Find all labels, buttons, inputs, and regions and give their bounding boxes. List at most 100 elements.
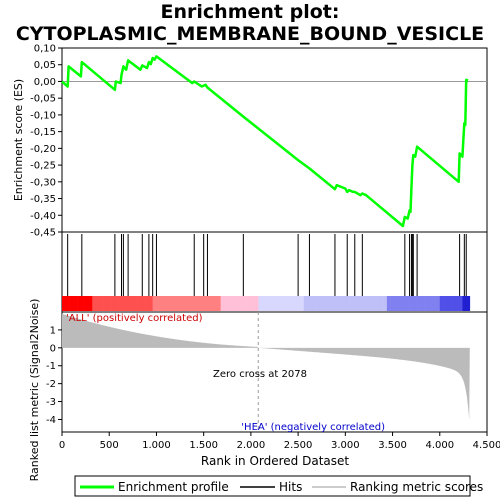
heat-bar-segment [103, 296, 108, 311]
es-y-tick-label: 0,00 [34, 77, 56, 88]
es-y-tick-label: -0,10 [30, 110, 56, 121]
heat-bar-segment [175, 296, 180, 311]
heat-bar-segment [451, 296, 456, 311]
es-y-axis-label: Enrichment score (ES) [12, 79, 25, 201]
heat-bar-segment [311, 296, 316, 311]
hits-panel [61, 231, 488, 313]
x-tick-label: 1.500 [189, 440, 218, 451]
heat-bar-segment [466, 296, 471, 311]
heat-bar-segment [205, 296, 210, 311]
metric-y-tick-label: -2 [46, 379, 56, 390]
heat-bar-segment [216, 296, 221, 311]
heat-bar-segment [443, 296, 448, 311]
heat-bar-segment [436, 296, 441, 311]
es-y-tick-label: 0,10 [34, 44, 56, 55]
heat-bar-segment [99, 296, 104, 311]
heat-bar-segment [122, 296, 127, 311]
heat-bar-segment [432, 296, 437, 311]
heat-bar-segment [288, 296, 293, 311]
legend-ranking-label: Ranking metric scores [350, 480, 483, 494]
ranked-metric-panel: 1 0 -1 -2 -3 -4 'ALL' (positively correlated)… [28, 299, 488, 482]
legend-frame [74, 475, 471, 497]
heat-bar-segment [220, 296, 225, 311]
heat-bar-segment [62, 296, 67, 311]
heat-bar-segment [152, 296, 157, 311]
heat-bar-segment [179, 296, 184, 311]
legend: Enrichment profile Hits Ranking metric s… [74, 475, 483, 497]
es-y-ticks: 0,10 0,05 0,00 -0,05 -0,10 -0,15 -0,20 -0,25 -0,… [30, 44, 62, 239]
heat-bar-segment [243, 296, 248, 311]
heat-bar-segment [254, 296, 259, 311]
heat-bar-segment [390, 296, 395, 311]
heat-bar-segment [156, 296, 161, 311]
heat-bar-segment [114, 296, 119, 311]
heat-bar-segment [428, 296, 433, 311]
x-tick-label: 3.000 [331, 440, 360, 451]
heat-bar-segment [224, 296, 229, 311]
heat-bar-segment [341, 296, 346, 311]
heat-bar-segment [303, 296, 308, 311]
heat-bar-segment [296, 296, 301, 311]
heat-bar-segment [277, 296, 282, 311]
heat-bar-segment [73, 296, 78, 311]
heat-bar-segment [182, 296, 187, 311]
heat-bar-segment [454, 296, 459, 311]
metric-y-tick-label: -3 [46, 397, 56, 408]
heat-bar-segment [126, 296, 131, 311]
heat-bar-segment [118, 296, 123, 311]
heat-bar-segment [307, 296, 312, 311]
heat-bar-segment [111, 296, 116, 311]
legend-hits-label: Hits [279, 480, 302, 494]
es-y-tick-label: -0,15 [30, 127, 56, 138]
heat-bar-segment [458, 296, 463, 311]
x-tick-label: 4.500 [473, 440, 500, 451]
enrichment-profile-line [61, 55, 469, 228]
x-tick-label: 3.500 [378, 440, 407, 451]
ranking-metric-area [62, 313, 470, 421]
heat-bar-segment [186, 296, 191, 311]
heat-bar-segment [284, 296, 289, 311]
es-panel: 0,10 0,05 0,00 -0,05 -0,10 -0,15 -0,20 -0,25 -0,… [12, 44, 488, 239]
es-y-tick-label: 0,05 [34, 60, 56, 71]
heat-bar-segment [239, 296, 244, 311]
heat-bar-segment [405, 296, 410, 311]
heat-bar-segment [402, 296, 407, 311]
heat-bar-segment [96, 296, 101, 311]
metric-y-ticks: 1 0 -1 -2 -3 -4 [46, 325, 62, 426]
heat-bar-segment [133, 296, 138, 311]
heat-bar-segment [379, 296, 384, 311]
heat-bar-segment [84, 296, 89, 311]
legend-enrichment-label: Enrichment profile [118, 480, 229, 494]
heat-bar-segment [171, 296, 176, 311]
es-y-tick-label: -0,30 [30, 177, 56, 188]
heat-bar-segment [80, 296, 85, 311]
heat-bar-segment [413, 296, 418, 311]
heat-bar-segment [360, 296, 365, 311]
heat-bar-segment [88, 296, 93, 311]
heat-bar-segment [383, 296, 388, 311]
heat-bar-segment [368, 296, 373, 311]
heat-bar-segment [148, 296, 153, 311]
heat-bar-segment [145, 296, 150, 311]
heat-bar-segment [417, 296, 422, 311]
heat-bar-segment [137, 296, 142, 311]
x-tick-label: 4.000 [425, 440, 454, 451]
hit-lines-group [67, 234, 467, 296]
heat-bar-segment [334, 296, 339, 311]
heat-bar-segment [349, 296, 354, 311]
heat-bar-segment [258, 296, 263, 311]
x-tick-label: 2.500 [284, 440, 313, 451]
heat-bar-segment [141, 296, 146, 311]
heat-bar-segment [337, 296, 342, 311]
metric-y-axis-label: Ranked list metric (Signal2Noise) [28, 299, 41, 482]
heat-bar-segment [345, 296, 350, 311]
metric-y-tick-label: 0 [50, 343, 56, 354]
heat-bar-segment [77, 296, 82, 311]
es-y-tick-label: -0,20 [30, 144, 56, 155]
heat-bar-segment [409, 296, 414, 311]
heat-bar-segment [424, 296, 429, 311]
heat-bar-segment [394, 296, 399, 311]
chart-title-line2: CYTOPLASMIC_MEMBRANE_BOUND_VESICLE [16, 23, 484, 45]
heat-bar-segment [167, 296, 172, 311]
